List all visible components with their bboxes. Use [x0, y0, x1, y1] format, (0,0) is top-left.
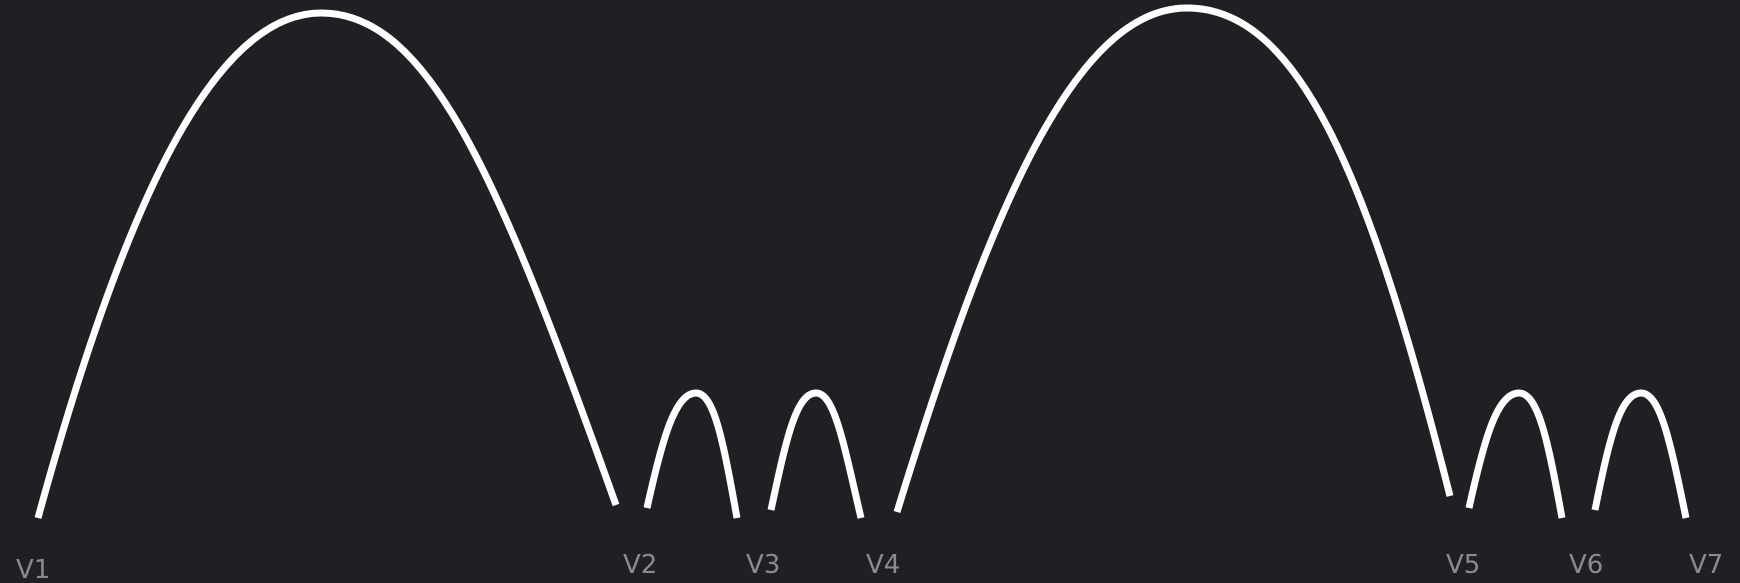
vertex-label-v3: V3 — [746, 550, 780, 580]
vertex-label-v2: V2 — [623, 550, 657, 580]
vertex-label-v7: V7 — [1689, 550, 1723, 580]
arc-5 — [1465, 389, 1566, 519]
arc-3 — [767, 389, 865, 519]
arc-1 — [34, 9, 620, 519]
arc-4 — [893, 4, 1454, 514]
vertex-label-v4: V4 — [866, 550, 900, 580]
vertex-label-v1: V1 — [16, 555, 50, 583]
arc-2 — [643, 389, 741, 519]
vertex-label-v6: V6 — [1569, 550, 1603, 580]
arc-6 — [1591, 389, 1690, 519]
vertex-label-v5: V5 — [1446, 550, 1480, 580]
